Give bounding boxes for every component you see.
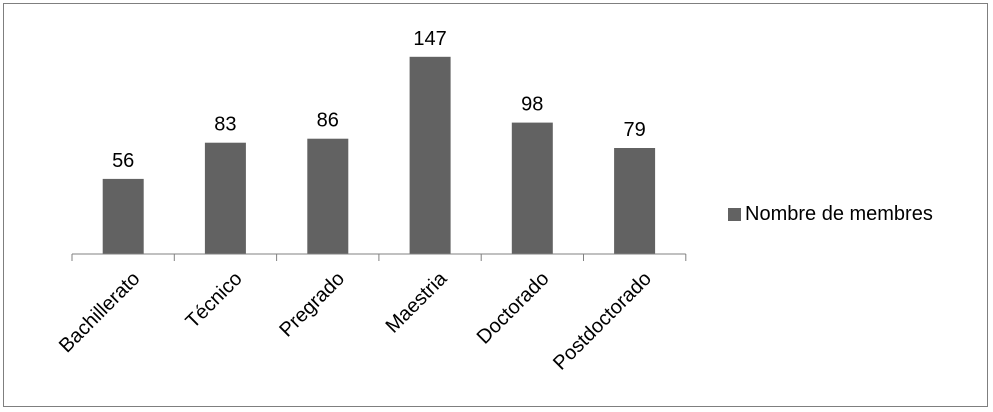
x-tick-label: Maestria	[382, 267, 452, 337]
value-labels-layer: 56 83 86 147 98 79	[112, 28, 646, 172]
x-tick-label: Técnico	[182, 268, 247, 333]
x-tick-label: Pregrado	[275, 268, 349, 342]
bar-maestria	[410, 57, 451, 254]
bar-postdoctorado	[614, 148, 655, 254]
data-label: 83	[214, 114, 236, 136]
data-label: 98	[521, 94, 543, 116]
bar-doctorado	[512, 123, 553, 254]
legend-label: Nombre de membres	[745, 203, 933, 226]
bar-t-cnico	[205, 143, 246, 254]
bar-bachillerato	[103, 179, 144, 254]
bars-layer	[103, 57, 655, 254]
x-tick-labels-layer: Bachillerato Técnico Pregrado Maestria Docto…	[55, 267, 656, 374]
data-label: 147	[413, 28, 446, 50]
data-label: 56	[112, 150, 134, 172]
x-tick-label: Bachillerato	[55, 268, 144, 357]
data-label: 86	[317, 110, 339, 132]
x-axis	[72, 254, 686, 261]
legend-swatch	[728, 208, 741, 221]
x-tick-label: Doctorado	[473, 268, 554, 349]
x-tick-label: Postdoctorado	[549, 268, 656, 375]
data-label: 79	[623, 119, 645, 141]
bar-pregrado	[307, 139, 348, 254]
legend: Nombre de membres	[728, 203, 933, 226]
